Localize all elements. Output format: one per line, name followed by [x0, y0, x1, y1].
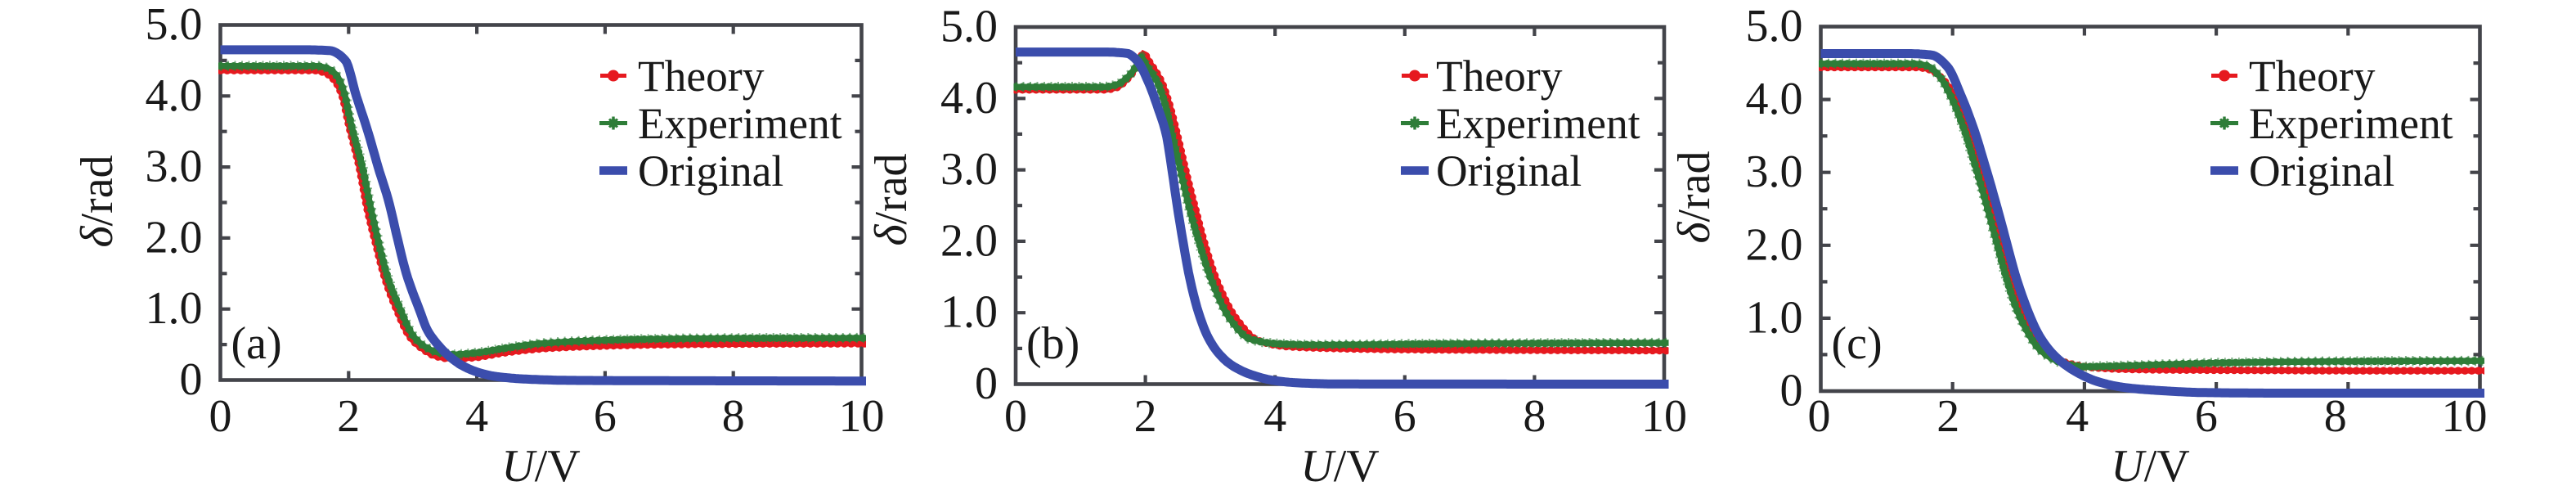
svg-text:2.0: 2.0 [1746, 219, 1803, 270]
svg-text:10: 10 [2442, 391, 2488, 442]
svg-text:1.0: 1.0 [940, 287, 998, 338]
svg-text:3.0: 3.0 [146, 142, 203, 192]
svg-text:2: 2 [1134, 391, 1157, 442]
svg-text:Theory: Theory [2249, 52, 2376, 101]
svg-text:4.0: 4.0 [1746, 74, 1803, 124]
svg-text:3.0: 3.0 [1746, 146, 1803, 197]
svg-text:Original: Original [638, 146, 783, 196]
svg-text:0: 0 [1004, 391, 1027, 442]
svg-text:4.0: 4.0 [146, 70, 203, 121]
svg-text:0: 0 [975, 358, 998, 409]
svg-text:6: 6 [2195, 391, 2218, 442]
svg-text:U/V: U/V [501, 441, 580, 492]
svg-text:8: 8 [1523, 391, 1546, 442]
svg-text:5.0: 5.0 [1746, 1, 1803, 52]
svg-text:U/V: U/V [2111, 441, 2189, 492]
svg-text:8: 8 [722, 391, 745, 442]
svg-text:0: 0 [180, 354, 203, 405]
svg-text:Original: Original [1436, 146, 1582, 196]
svg-text:δ/rad: δ/rad [72, 155, 123, 247]
svg-text:Original: Original [2249, 146, 2394, 196]
svg-text:(c): (c) [1832, 318, 1883, 369]
svg-text:δ/rad: δ/rad [866, 153, 917, 245]
svg-text:10: 10 [839, 391, 885, 442]
svg-text:4: 4 [1263, 391, 1286, 442]
svg-text:3.0: 3.0 [940, 144, 998, 195]
svg-text:5.0: 5.0 [146, 0, 203, 50]
svg-text:5.0: 5.0 [940, 2, 998, 52]
svg-text:U/V: U/V [1300, 441, 1379, 492]
svg-text:Experiment: Experiment [1436, 99, 1640, 148]
svg-text:1.0: 1.0 [146, 283, 203, 334]
svg-text:8: 8 [2324, 391, 2347, 442]
svg-text:4: 4 [2066, 391, 2089, 442]
svg-text:Theory: Theory [1436, 52, 1563, 101]
svg-text:Theory: Theory [638, 52, 765, 101]
svg-text:6: 6 [1393, 391, 1416, 442]
svg-text:0: 0 [1808, 391, 1831, 442]
svg-text:δ/rad: δ/rad [1669, 151, 1720, 243]
svg-text:2.0: 2.0 [146, 212, 203, 263]
svg-text:Experiment: Experiment [638, 99, 842, 148]
svg-text:0: 0 [1780, 366, 1803, 416]
svg-text:1.0: 1.0 [1746, 292, 1803, 343]
svg-text:2.0: 2.0 [940, 215, 998, 266]
svg-text:0: 0 [209, 391, 232, 442]
svg-text:2: 2 [1936, 391, 1959, 442]
svg-text:10: 10 [1641, 391, 1687, 442]
svg-text:(b): (b) [1026, 318, 1079, 369]
svg-text:(a): (a) [231, 318, 282, 369]
svg-text:Experiment: Experiment [2249, 99, 2453, 148]
svg-text:6: 6 [594, 391, 617, 442]
svg-text:2: 2 [337, 391, 360, 442]
svg-text:4.0: 4.0 [940, 73, 998, 124]
svg-text:4: 4 [465, 391, 488, 442]
